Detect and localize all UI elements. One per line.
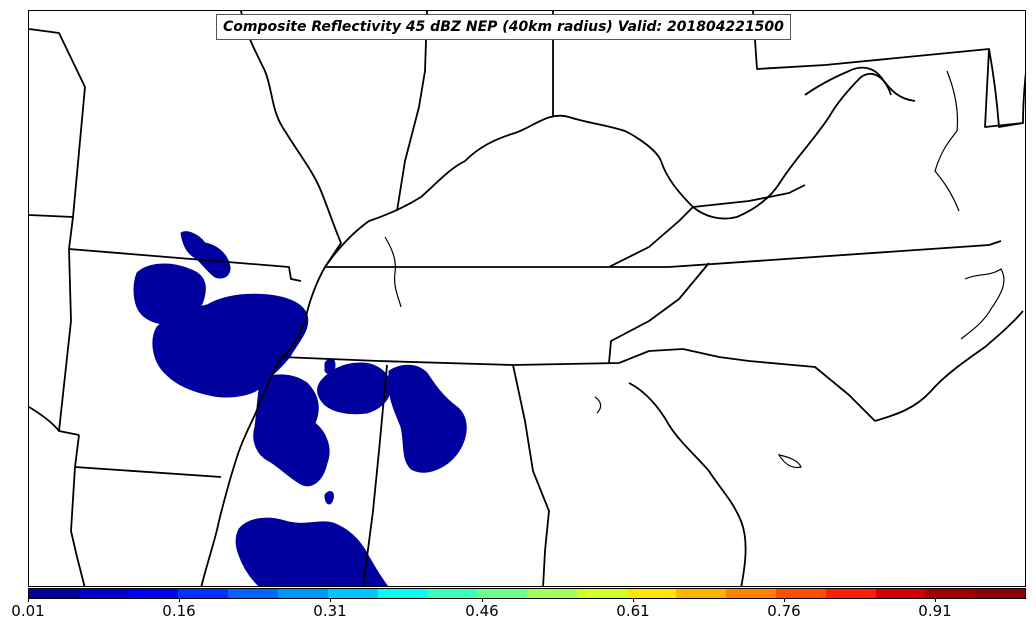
probability-area-arkansas-east	[152, 293, 309, 398]
boundary-illinois-indiana	[396, 11, 428, 212]
reservoir-lake-marion	[777, 454, 802, 469]
colorbar-segment	[925, 589, 976, 598]
colorbar-tick-mark	[784, 598, 785, 602]
colorbar-tick-label: 0.16	[162, 602, 196, 620]
colorbar-tick-mark	[482, 598, 483, 602]
map-canvas	[29, 11, 1025, 586]
colorbar-tick-label: 0.01	[11, 602, 45, 620]
boundary-atlantic-coast	[874, 310, 1024, 422]
boundary-mississippi-river	[200, 266, 326, 586]
colorbar-segment	[377, 589, 428, 598]
colorbar-tick-label: 0.61	[616, 602, 650, 620]
colorbar-segment	[626, 589, 677, 598]
boundary-georgia-south-carolina	[628, 382, 747, 586]
boundary-north-carolina-south	[648, 348, 876, 422]
colorbar-segment	[277, 589, 328, 598]
boundary-tennessee-north	[325, 240, 1002, 268]
boundary-missouri-arkansas	[68, 248, 302, 282]
colorbar	[28, 588, 1026, 599]
colorbar-segment	[726, 589, 776, 598]
boundary-kentucky-north	[324, 114, 662, 268]
colorbar-segment	[825, 589, 876, 598]
boundary-virginia-east	[692, 184, 806, 208]
colorbar-segment	[128, 589, 179, 598]
boundary-louisiana-west	[70, 466, 86, 586]
colorbar-segment	[29, 589, 79, 598]
colorbar-segment	[327, 589, 378, 598]
chesapeake-bay-outline	[934, 70, 960, 212]
albemarle-sound-outline	[960, 268, 1005, 340]
colorbar-segment	[477, 589, 527, 598]
colorbar-tick-mark	[633, 598, 634, 602]
colorbar-tick-mark	[179, 598, 180, 602]
colorbar-segment	[676, 589, 727, 598]
reservoir-kentucky-lake	[384, 236, 402, 308]
boundary-virginia-north-carolina	[608, 262, 710, 364]
colorbar-tick-mark	[330, 598, 331, 602]
boundary-alabama-georgia	[512, 364, 550, 586]
boundary-texas-north	[29, 406, 80, 436]
boundary-maryland-virginia	[804, 66, 916, 102]
probability-area-arkansas-north	[180, 231, 231, 279]
reservoir-lake-lanier	[594, 396, 602, 414]
boundary-illinois-missouri-river	[240, 11, 342, 268]
colorbar-tick-label: 0.46	[465, 602, 499, 620]
boundary-delmarva	[988, 48, 1025, 128]
boundary-pennsylvania-south	[752, 11, 1024, 128]
colorbar-tick-label: 0.31	[313, 602, 347, 620]
map-panel	[28, 10, 1026, 587]
probability-area-mississippi-south	[235, 517, 389, 586]
boundary-west-virginia	[660, 73, 892, 220]
probability-area-small-1	[324, 358, 336, 375]
colorbar-segment	[975, 589, 1025, 598]
probability-area-small-2	[324, 491, 334, 505]
boundary-kentucky-virginia	[608, 206, 694, 268]
colorbar-segment	[576, 589, 627, 598]
coastline-layer	[384, 70, 1005, 469]
colorbar-segment	[228, 589, 278, 598]
colorbar-tick-mark	[28, 598, 29, 602]
boundary-missouri-west	[29, 28, 86, 88]
boundary-oklahoma-east	[58, 86, 86, 432]
probability-field-layer	[133, 231, 467, 586]
boundary-arkansas-louisiana	[74, 434, 222, 478]
colorbar-tick-label: 0.91	[918, 602, 952, 620]
colorbar-segment	[775, 589, 826, 598]
colorbar-segment	[427, 589, 478, 598]
state-boundary-layer	[29, 11, 1025, 586]
colorbar-tick-mark	[935, 598, 936, 602]
colorbar-segment	[178, 589, 229, 598]
map-title: Composite Reflectivity 45 dBZ NEP (40km …	[216, 14, 791, 40]
colorbar-segment	[78, 589, 129, 598]
boundary-tennessee-south	[280, 350, 650, 366]
boundary-mississippi-alabama	[362, 364, 388, 586]
boundary-kansas-oklahoma	[29, 214, 74, 218]
colorbar-tick-label: 0.76	[767, 602, 801, 620]
probability-area-mississippi-north	[253, 374, 330, 487]
colorbar-segment	[875, 589, 926, 598]
colorbar-segment	[526, 589, 577, 598]
probability-area-alabama-central	[388, 364, 467, 473]
